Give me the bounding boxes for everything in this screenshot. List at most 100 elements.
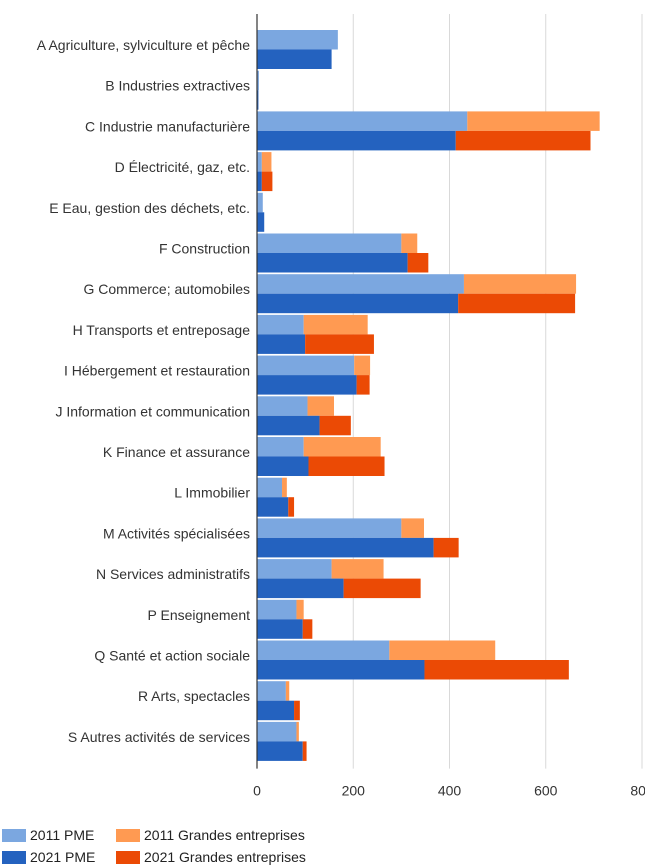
category-label: A Agriculture, sylviculture et pêche xyxy=(37,37,250,53)
bar-2021-grandes-entreprises xyxy=(308,456,385,476)
bar-2011-grandes-entreprises xyxy=(261,152,272,172)
x-tick-label: 200 xyxy=(342,783,366,799)
bar-2011-pme xyxy=(257,640,390,660)
bar-2011-grandes-entreprises xyxy=(296,721,299,742)
bar-2021-pme xyxy=(257,49,332,69)
legend-label: 2021 PME xyxy=(30,849,96,865)
bar-2011-grandes-entreprises xyxy=(303,437,381,457)
bar-2021-grandes-entreprises xyxy=(343,578,421,599)
bar-2021-pme xyxy=(257,700,295,721)
category-label: P Enseignement xyxy=(148,607,251,623)
bar-2021-grandes-entreprises xyxy=(294,700,300,721)
legend-item-2021-grandes-entreprises: 2021 Grandes entreprises xyxy=(116,848,306,866)
bar-2011-pme xyxy=(257,192,263,213)
bar-2011-grandes-entreprises xyxy=(296,599,304,620)
bar-chart: A Agriculture, sylviculture et pêche B In… xyxy=(37,14,645,799)
bar-2021-pme xyxy=(257,578,344,599)
x-tick-labels: 0 200 400 600 800 xyxy=(253,783,645,799)
category-label: I Hébergement et restauration xyxy=(64,363,250,379)
bar-2011-grandes-entreprises xyxy=(463,274,577,294)
bar-2011-pme xyxy=(257,152,262,172)
bar-2011-grandes-entreprises xyxy=(285,681,290,701)
bar-2011-pme xyxy=(257,437,304,457)
bar-2011-grandes-entreprises xyxy=(282,477,287,498)
bar-2011-grandes-entreprises xyxy=(307,396,334,416)
bar-2021-grandes-entreprises xyxy=(455,130,591,151)
bar-2021-pme xyxy=(257,171,262,192)
bar-2021-grandes-entreprises xyxy=(288,497,295,517)
x-tick-label: 600 xyxy=(534,783,558,799)
bar-2021-grandes-entreprises xyxy=(424,660,569,680)
bar-2011-pme xyxy=(257,233,402,253)
bar-2021-grandes-entreprises xyxy=(261,171,273,192)
bar-2021-pme xyxy=(257,741,303,761)
bar-2011-pme xyxy=(257,396,308,416)
category-label: K Finance et assurance xyxy=(103,444,250,460)
category-label: J Information et communication xyxy=(55,403,250,419)
bar-2021-grandes-entreprises xyxy=(319,415,351,436)
bar-2021-pme xyxy=(257,90,259,110)
bar-2021-grandes-entreprises xyxy=(407,253,429,273)
bar-2021-pme xyxy=(257,334,306,354)
bar-2021-pme xyxy=(257,130,456,151)
bar-2021-grandes-entreprises xyxy=(302,741,307,761)
bar-2021-pme xyxy=(257,212,265,232)
bar-2021-pme xyxy=(257,375,357,395)
category-label: E Eau, gestion des déchets, etc. xyxy=(49,200,250,216)
bar-2011-pme xyxy=(257,274,464,294)
legend-label: 2011 PME xyxy=(30,827,95,843)
bar-2011-pme xyxy=(257,559,332,579)
bar-2011-pme xyxy=(257,70,259,91)
bar-2011-grandes-entreprises xyxy=(389,640,496,660)
bar-2021-grandes-entreprises xyxy=(302,619,313,639)
legend-swatch xyxy=(2,828,26,842)
bar-2021-grandes-entreprises xyxy=(305,334,374,354)
bar-2011-pme xyxy=(257,477,283,498)
bar-2021-pme xyxy=(257,456,309,476)
legend-swatch xyxy=(116,850,140,864)
bar-2011-grandes-entreprises xyxy=(401,233,418,253)
bar-2011-pme xyxy=(257,721,297,742)
category-label: D Électricité, gaz, etc. xyxy=(115,159,250,175)
x-tick-label: 800 xyxy=(630,783,645,799)
bar-2011-grandes-entreprises xyxy=(354,355,371,376)
bar-2011-grandes-entreprises xyxy=(401,518,424,538)
bar-2011-pme xyxy=(257,681,286,701)
bar-2021-pme xyxy=(257,619,303,639)
bar-2011-grandes-entreprises xyxy=(303,314,368,335)
category-label: Q Santé et action sociale xyxy=(94,648,250,664)
bar-2021-pme xyxy=(257,415,320,436)
category-label: H Transports et entreposage xyxy=(73,322,251,338)
bar-2021-grandes-entreprises xyxy=(356,375,370,395)
bars xyxy=(257,30,600,761)
bar-2021-grandes-entreprises xyxy=(433,537,459,558)
bar-2021-pme xyxy=(257,293,459,314)
bar-2011-pme xyxy=(257,355,355,376)
bar-2011-grandes-entreprises xyxy=(467,111,600,131)
x-tick-label: 400 xyxy=(438,783,462,799)
legend: 2011 PME 2011 Grandes entreprises 2021 P… xyxy=(0,824,645,866)
category-label: S Autres activités de services xyxy=(68,729,250,745)
category-label: M Activités spécialisées xyxy=(103,525,250,541)
legend-label: 2011 Grandes entreprises xyxy=(144,827,305,843)
category-label: R Arts, spectacles xyxy=(138,688,250,704)
bar-2011-grandes-entreprises xyxy=(331,559,384,579)
category-label: N Services administratifs xyxy=(96,566,250,582)
category-labels: A Agriculture, sylviculture et pêche B In… xyxy=(37,37,251,745)
bar-2011-pme xyxy=(257,111,468,131)
legend-item-2011-pme: 2011 PME xyxy=(2,826,94,844)
category-label: G Commerce; automobiles xyxy=(83,281,250,297)
x-tick-label: 0 xyxy=(253,783,261,799)
legend-item-2021-pme: 2021 PME xyxy=(2,848,95,866)
bar-2021-grandes-entreprises xyxy=(458,293,576,314)
category-label: F Construction xyxy=(159,241,250,257)
bar-2021-pme xyxy=(257,660,425,680)
bar-2021-pme xyxy=(257,497,289,517)
bar-2021-pme xyxy=(257,253,408,273)
legend-swatch xyxy=(116,828,140,842)
legend-label: 2021 Grandes entreprises xyxy=(144,849,306,865)
bar-2021-pme xyxy=(257,537,434,558)
category-label: B Industries extractives xyxy=(105,78,250,94)
bar-2011-pme xyxy=(257,518,402,538)
bar-2011-pme xyxy=(257,314,304,335)
